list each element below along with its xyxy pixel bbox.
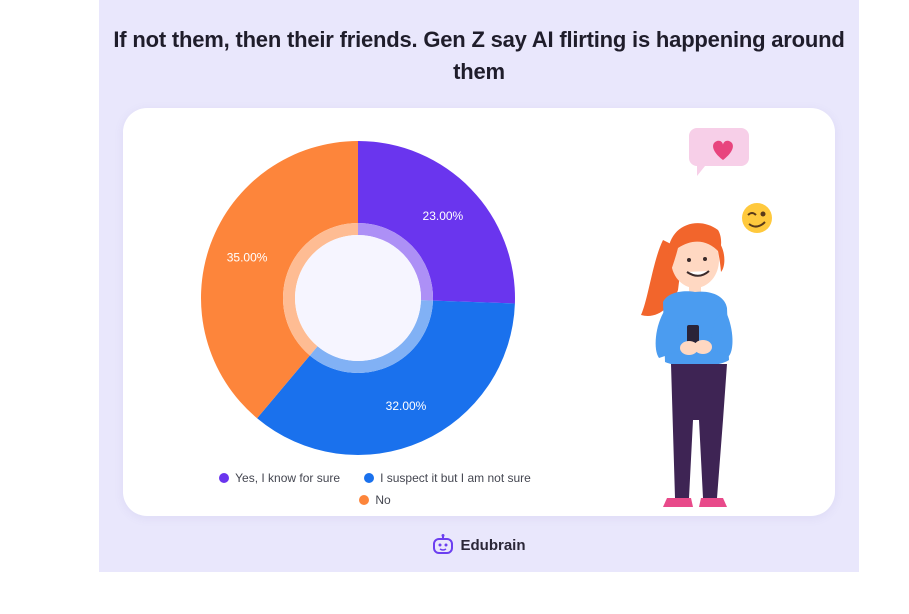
legend-item-i-suspect-it-but-i-am-not-sure: I suspect it but I am not sure bbox=[364, 471, 531, 485]
chart-card: 23.00% 32.00% 35.00% Yes, I know for sure I… bbox=[123, 108, 835, 516]
slice-i-suspect-it-but-i-am-not-sure bbox=[257, 300, 515, 455]
inner-ring-no bbox=[283, 223, 358, 356]
inner-ring-yes-i-know-for-sure bbox=[358, 223, 433, 301]
chart-legend: Yes, I know for sure I suspect it but I a… bbox=[195, 471, 555, 507]
girl-with-phone-illustration bbox=[641, 128, 772, 507]
slice-label-no: 35.00% bbox=[227, 251, 268, 265]
legend-item-yes-i-know-for-sure: Yes, I know for sure bbox=[219, 471, 340, 485]
winking-emoji-icon bbox=[742, 203, 772, 233]
infographic-panel: If not them, then their friends. Gen Z s… bbox=[99, 0, 859, 572]
inner-ring-i-suspect-it-but-i-am-not-sure bbox=[309, 300, 433, 374]
robot-face-icon bbox=[433, 534, 454, 554]
slice-yes-i-know-for-sure bbox=[358, 141, 515, 304]
donut-chart: 23.00% 32.00% 35.00% bbox=[201, 141, 515, 455]
legend-label: I suspect it but I am not sure bbox=[380, 471, 531, 485]
brand-name: Edubrain bbox=[460, 536, 526, 554]
slice-label-i-suspect-it-but-i-am-not-sure: 32.00% bbox=[386, 399, 427, 413]
legend-label: Yes, I know for sure bbox=[235, 471, 341, 485]
slice-no bbox=[201, 141, 358, 419]
heart-speech-bubble-icon bbox=[689, 128, 749, 176]
legend-item-no: No bbox=[359, 493, 391, 507]
legend-swatch bbox=[364, 473, 375, 483]
legend-label: No bbox=[375, 493, 391, 507]
donut-hole bbox=[295, 235, 421, 361]
slice-label-yes-i-know-for-sure: 23.00% bbox=[423, 209, 464, 223]
legend-swatch bbox=[359, 495, 370, 505]
chart-title: If not them, then their friends. Gen Z s… bbox=[113, 27, 845, 84]
legend-swatch bbox=[219, 473, 230, 483]
brand-footer: Edubrain bbox=[99, 534, 859, 556]
